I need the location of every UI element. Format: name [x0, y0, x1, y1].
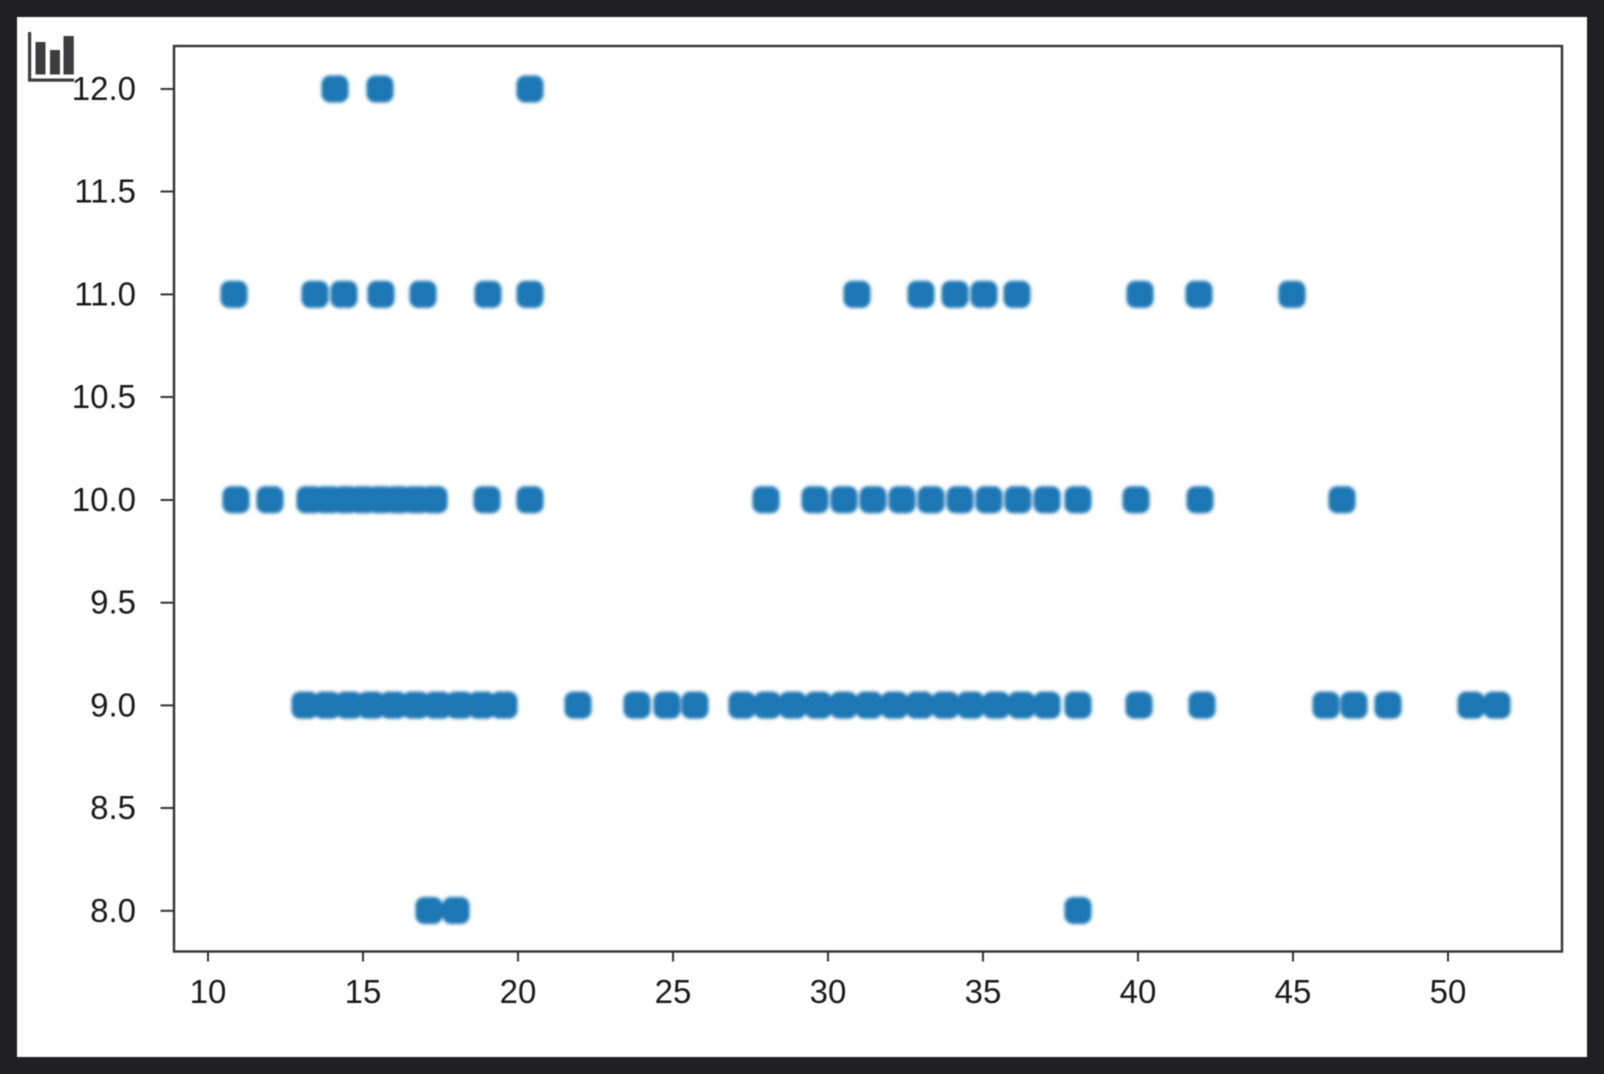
svg-text:35: 35 — [965, 973, 1002, 1010]
svg-text:9.0: 9.0 — [90, 686, 136, 723]
svg-text:40: 40 — [1120, 973, 1157, 1010]
svg-text:11.0: 11.0 — [74, 275, 136, 312]
svg-text:50: 50 — [1430, 973, 1467, 1010]
svg-text:9.5: 9.5 — [90, 584, 136, 621]
svg-text:25: 25 — [655, 973, 692, 1010]
svg-text:20: 20 — [500, 973, 537, 1010]
svg-text:10.0: 10.0 — [72, 481, 136, 518]
svg-text:30: 30 — [810, 973, 847, 1010]
svg-text:8.0: 8.0 — [90, 892, 136, 929]
svg-text:15: 15 — [345, 973, 382, 1010]
svg-text:45: 45 — [1275, 973, 1312, 1010]
svg-text:8.5: 8.5 — [90, 789, 136, 826]
svg-text:12.0: 12.0 — [72, 70, 136, 107]
svg-text:10: 10 — [190, 973, 227, 1010]
svg-text:10.5: 10.5 — [72, 378, 136, 415]
svg-text:11.5: 11.5 — [74, 173, 136, 210]
